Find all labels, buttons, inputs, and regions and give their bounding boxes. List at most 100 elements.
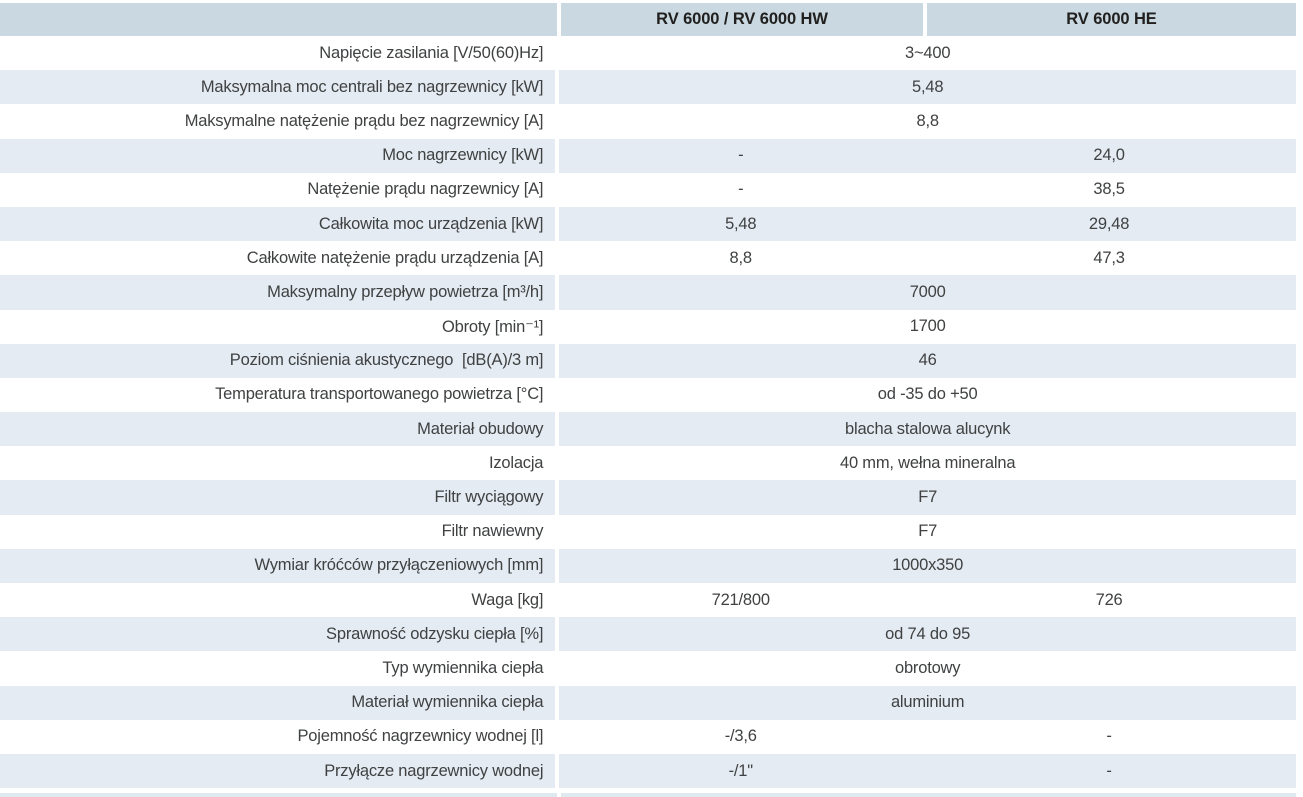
table-row: Filtr nawiewny F7 <box>0 514 1296 549</box>
row-parameter-label: Filtr wyciągowy <box>0 480 556 515</box>
row-parameter-label: Materiał obudowy <box>0 412 556 447</box>
column-gap <box>923 3 927 36</box>
merged-value-cell: od 74 do 95 <box>559 617 1296 652</box>
row-parameter-label: Natężenie prądu nagrzewnicy [A] <box>0 172 556 207</box>
table-row: Waga [kg] 721/800 726 <box>0 583 1296 618</box>
value-cell-rv6000-he: 726 <box>922 583 1296 618</box>
table-row: Obroty [min⁻¹] 1700 <box>0 309 1296 344</box>
merged-value-cell: F7 <box>559 514 1296 549</box>
column-gap <box>555 36 560 71</box>
column-header-rv6000-hw: RV 6000 / RV 6000 HW <box>561 3 923 36</box>
column-gap <box>555 514 560 549</box>
column-gap <box>555 343 560 378</box>
table-row: Pojemność nagrzewnicy wodnej [l] -/3,6- <box>0 719 1296 754</box>
value-cell-rv6000-hw: 721/800 <box>559 583 923 618</box>
table-row: Wymiar króćców przyłączeniowych [mm] 1000… <box>0 548 1296 583</box>
row-parameter-label: Filtr nawiewny <box>0 514 556 549</box>
table-row: Napięcie zasilania [V/50(60)Hz] 3~400 <box>0 36 1296 71</box>
row-parameter-label: Waga [kg] <box>0 583 556 618</box>
header-label-spacer <box>0 3 557 36</box>
merged-value-cell: od -35 do +50 <box>559 377 1296 413</box>
table-row: Temperatura transportowanego powietrza [… <box>0 377 1296 413</box>
row-parameter-label: Maksymalne natężenie prądu bez nagrzewni… <box>0 104 556 139</box>
merged-value-cell: obrotowy <box>559 651 1296 686</box>
cutoff-value-cell <box>561 792 1296 797</box>
value-cell-rv6000-hw: - <box>559 138 923 173</box>
table-row: Całkowita moc urządzenia [kW] 5,48 29,48 <box>0 206 1296 242</box>
table-body: Napięcie zasilania [V/50(60)Hz] 3~400 Maks… <box>0 36 1296 789</box>
column-gap <box>555 412 560 447</box>
table-header-row: RV 6000 / RV 6000 HW RV 6000 HE <box>0 3 1296 36</box>
table-row: Natężenie prądu nagrzewnicy [A] -38,5 <box>0 172 1296 207</box>
column-gap <box>555 241 560 276</box>
column-gap <box>555 617 560 652</box>
technical-spec-table: RV 6000 / RV 6000 HW RV 6000 HE Napięcie… <box>0 3 1296 797</box>
merged-value-cell: F7 <box>559 480 1296 515</box>
column-gap <box>555 548 560 583</box>
column-gap <box>555 719 560 754</box>
value-cell-rv6000-hw: -/3,6 <box>559 719 923 754</box>
value-cell-rv6000-he: - <box>922 719 1296 754</box>
table-row: Maksymalna moc centrali bez nagrzewnicy … <box>0 70 1296 105</box>
next-row-cutoff-strip <box>0 792 1296 797</box>
row-parameter-label: Moc nagrzewnicy [kW] <box>0 138 556 173</box>
table-row: Poziom ciśnienia akustycznego [dB(A)/3 m… <box>0 343 1296 378</box>
cutoff-label-cell <box>0 792 557 797</box>
merged-value-cell: 1000x350 <box>559 548 1296 583</box>
column-gap <box>555 138 560 173</box>
value-cell-rv6000-hw: -/1" <box>559 753 923 789</box>
row-parameter-label: Przyłącze nagrzewnicy wodnej <box>0 753 556 789</box>
column-gap <box>557 792 561 797</box>
column-gap <box>555 104 560 139</box>
column-gap <box>557 3 561 36</box>
table-row: Materiał obudowy blacha stalowa alucynk <box>0 412 1296 447</box>
column-gap <box>555 70 560 105</box>
table-row: Filtr wyciągowy F7 <box>0 480 1296 515</box>
column-header-rv6000-he: RV 6000 HE <box>927 3 1296 36</box>
row-parameter-label: Całkowite natężenie prądu urządzenia [A] <box>0 241 556 276</box>
merged-value-cell: 46 <box>559 343 1296 378</box>
merged-value-cell: 3~400 <box>559 36 1296 71</box>
row-parameter-label: Temperatura transportowanego powietrza [… <box>0 377 556 413</box>
column-gap <box>555 275 560 310</box>
row-parameter-label: Maksymalna moc centrali bez nagrzewnicy … <box>0 70 556 105</box>
merged-value-cell: 1700 <box>559 309 1296 344</box>
column-gap <box>555 753 560 789</box>
value-cell-rv6000-hw: - <box>559 172 923 207</box>
row-parameter-label: Typ wymiennika ciepła <box>0 651 556 686</box>
row-parameter-label: Izolacja <box>0 446 556 481</box>
row-parameter-label: Materiał wymiennika ciepła <box>0 685 556 720</box>
column-gap <box>555 206 560 242</box>
row-parameter-label: Całkowita moc urządzenia [kW] <box>0 206 556 242</box>
table-row: Typ wymiennika ciepła obrotowy <box>0 651 1296 686</box>
column-gap <box>555 685 560 720</box>
row-parameter-label: Pojemność nagrzewnicy wodnej [l] <box>0 719 556 754</box>
value-cell-rv6000-hw: 5,48 <box>559 206 923 242</box>
row-parameter-label: Obroty [min⁻¹] <box>0 309 556 344</box>
row-parameter-label: Poziom ciśnienia akustycznego [dB(A)/3 m… <box>0 343 556 378</box>
column-gap <box>555 480 560 515</box>
merged-value-cell: 7000 <box>559 275 1296 310</box>
row-parameter-label: Wymiar króćców przyłączeniowych [mm] <box>0 548 556 583</box>
column-gap <box>555 446 560 481</box>
table-row: Materiał wymiennika ciepła aluminium <box>0 685 1296 720</box>
table-row: Moc nagrzewnicy [kW] -24,0 <box>0 138 1296 173</box>
value-cell-rv6000-hw: 8,8 <box>559 241 923 276</box>
column-gap <box>555 309 560 344</box>
column-gap <box>555 377 560 413</box>
merged-value-cell: aluminium <box>559 685 1296 720</box>
value-cell-rv6000-he: - <box>922 753 1296 789</box>
table-row: Przyłącze nagrzewnicy wodnej -/1" - <box>0 753 1296 789</box>
row-parameter-label: Maksymalny przepływ powietrza [m³/h] <box>0 275 556 310</box>
value-cell-rv6000-he: 47,3 <box>922 241 1296 276</box>
table-row: Izolacja 40 mm, wełna mineralna <box>0 446 1296 481</box>
merged-value-cell: 5,48 <box>559 70 1296 105</box>
row-parameter-label: Sprawność odzysku ciepła [%] <box>0 617 556 652</box>
value-cell-rv6000-he: 24,0 <box>922 138 1296 173</box>
column-gap <box>555 172 560 207</box>
table-row: Całkowite natężenie prądu urządzenia [A]… <box>0 241 1296 276</box>
table-row: Maksymalne natężenie prądu bez nagrzewni… <box>0 104 1296 139</box>
column-gap <box>555 651 560 686</box>
merged-value-cell: 8,8 <box>559 104 1296 139</box>
